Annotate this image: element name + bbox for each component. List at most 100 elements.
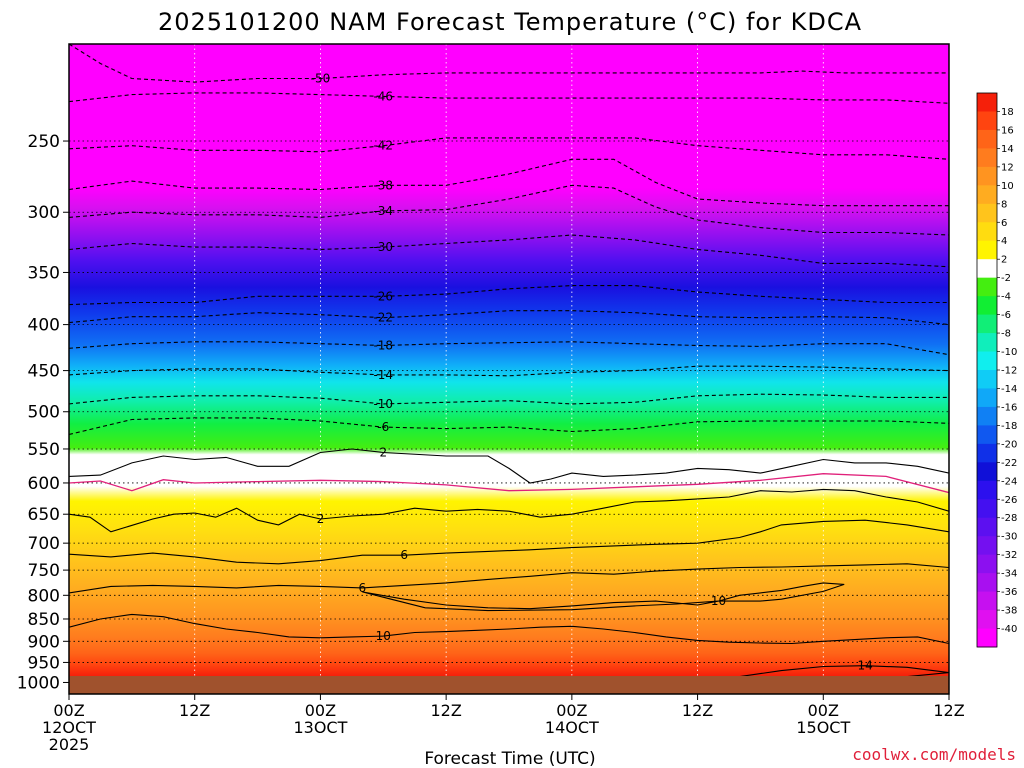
contour-line [69,448,949,484]
colorbar-label: 14 [1001,144,1014,155]
colorbar-label: -30 [1001,532,1017,543]
contour-label: 6 [359,581,367,595]
y-tick-label: 850 [28,610,60,630]
colorbar-swatch [977,554,997,574]
colorbar-label: -38 [1001,606,1017,617]
x-tick-label: 12Z [933,701,964,720]
colorbar-label: -18 [1001,421,1017,432]
x-tick-label: 12Z [682,701,713,720]
colorbar-swatch [977,203,997,223]
y-tick-label: 600 [28,474,60,494]
colorbar-label: -40 [1001,624,1017,635]
colorbar-swatch [977,259,997,279]
x-tick-label: 14OCT [545,718,599,737]
colorbar-swatch [977,388,997,408]
y-tick-label: 950 [28,653,60,673]
colorbar-label: -8 [1001,329,1011,340]
contour-label: -14 [373,368,393,382]
colorbar-swatch [977,185,997,205]
colorbar-swatch [977,296,997,316]
contour-line [362,582,845,612]
y-tick-label: 300 [28,203,60,223]
contour-label: 10 [376,629,391,643]
contour-label: -18 [373,339,393,353]
contour-line [69,613,949,645]
x-tick-label: 12Z [179,701,210,720]
colorbar-label: -20 [1001,439,1017,450]
colorbar-label: 2 [1001,255,1007,266]
colorbar-label: 8 [1001,199,1007,210]
colorbar-label: -34 [1001,569,1017,580]
contour-line [69,158,949,207]
contour-label: -30 [373,240,393,254]
colorbar-swatch [977,333,997,353]
colorbar-swatch [977,370,997,389]
y-tick-label: 650 [28,505,60,525]
contour-line [69,563,949,594]
x-tick-label: 2025 [49,735,90,754]
colorbar-swatch [977,443,997,463]
colorbar-swatch [977,628,997,648]
colorbar-swatch [977,314,997,334]
contour-line [69,393,949,405]
x-tick-label: 00Z [808,701,839,720]
contour-line [69,44,949,83]
y-tick-label: 400 [28,316,60,336]
contour-label: 6 [400,548,408,562]
contour-label: -46 [373,89,393,103]
colorbar: 18 16 14 12 10 8 6 4 2 -2 -4 -6 -8 -10 -12 -14 -16 -18 -20… [976,92,1017,648]
colorbar-swatch [977,499,997,519]
credit-link[interactable]: coolwx.com/models [852,745,1016,764]
plot-area: -50 -46 -42 -38 -34 -30 -26 -22 -18 -14 -10 -6 2 2 6 6 1… [69,44,949,676]
contour-line [69,234,949,268]
grid [69,44,949,676]
colorbar-swatch [977,222,997,242]
y-tick-label: 350 [28,263,60,283]
colorbar-swatch [977,573,997,593]
contour-label: 14 [858,659,873,673]
x-tick-label: 00Z [53,701,84,720]
colorbar-label: 6 [1001,218,1007,229]
contour-label: -38 [373,178,393,192]
y-tick-label: 550 [28,440,60,460]
contour-label: -42 [373,139,393,153]
contour-label: -6 [377,420,389,434]
colorbar-label: -24 [1001,476,1017,487]
y-tick-label: 250 [28,132,60,152]
x-tick-label: 00Z [556,701,587,720]
colorbar-swatch [977,425,997,445]
contour-line [69,519,949,565]
x-tick-label: 12Z [430,701,461,720]
colorbar-label: -2 [1001,273,1011,284]
contour-label: 2 [317,512,325,526]
x-tick-label: 13OCT [293,718,347,737]
colorbar-swatch [977,610,997,630]
colorbar-swatch [977,93,997,112]
x-axis-title: Forecast Time (UTC) [424,749,595,768]
colorbar-swatch [977,166,997,186]
colorbar-swatch [977,517,997,537]
y-tick-label: 1000 [17,673,60,693]
y-tick-label: 500 [28,403,60,423]
colorbar-swatch [977,536,997,556]
colorbar-label: -26 [1001,495,1017,506]
contour-line [69,137,949,160]
contour-label: -26 [373,289,393,303]
colorbar-swatch [977,148,997,168]
contour-line [69,417,949,436]
colorbar-label: -28 [1001,513,1017,524]
colorbar-label: 4 [1001,236,1007,247]
colorbar-label: 12 [1001,162,1014,173]
colorbar-label: -6 [1001,310,1011,321]
plot-frame [68,43,950,695]
contour-label: -10 [373,397,393,411]
colorbar-label: -14 [1001,384,1017,395]
contour-label: -50 [311,71,331,85]
y-tick-label: 700 [28,534,60,554]
x-tick-label: 00Z [305,701,336,720]
temperature-field [69,44,949,676]
contour-line [69,184,949,236]
colorbar-label: 16 [1001,125,1014,136]
colorbar-swatch [977,240,997,260]
